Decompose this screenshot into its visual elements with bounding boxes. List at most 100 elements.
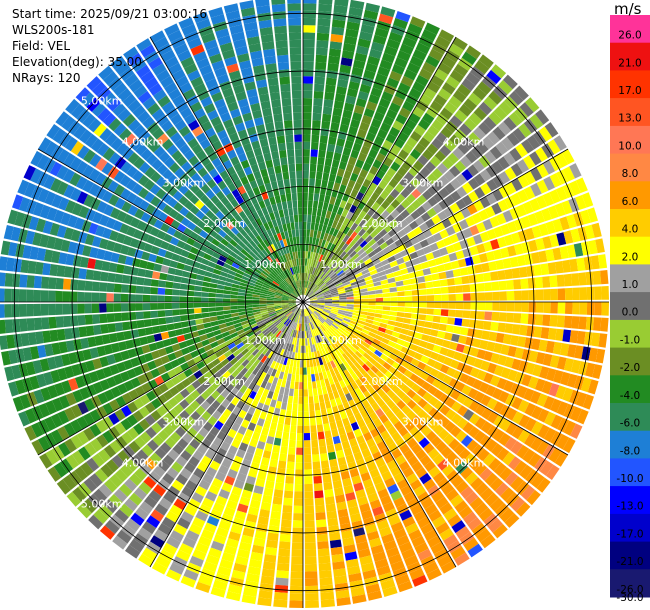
velocity-gate [289,336,294,345]
velocity-gate [389,335,399,343]
velocity-gate [178,125,191,137]
velocity-gate [290,578,303,587]
velocity-gate [164,345,174,355]
velocity-gate [332,276,340,282]
velocity-gate [240,335,248,342]
velocity-gate [183,333,193,341]
velocity-gate [276,311,284,316]
velocity-gate [310,283,316,291]
velocity-gate [292,291,298,298]
velocity-gate [236,472,247,483]
velocity-gate [230,172,240,183]
velocity-gate [0,335,8,350]
velocity-gate [446,278,455,286]
velocity-gate [452,89,467,103]
velocity-gate [56,225,67,238]
velocity-gate [103,204,114,217]
velocity-gate [327,203,334,212]
velocity-gate [349,345,358,354]
velocity-gate [289,313,295,320]
velocity-gate [331,473,341,482]
velocity-gate [265,278,273,284]
velocity-gate [170,359,180,369]
velocity-gate [226,499,238,510]
velocity-gate [180,277,189,284]
velocity-gate [65,253,75,266]
velocity-gate [343,283,352,289]
velocity-gate [327,316,335,322]
velocity-gate [411,383,421,393]
velocity-gate [332,12,347,21]
velocity-gate [250,261,258,268]
velocity-gate [310,299,318,302]
velocity-gate [230,309,239,314]
velocity-gate [220,112,232,123]
velocity-gate [325,496,335,505]
velocity-gate [257,322,266,328]
velocity-gate [70,103,85,119]
velocity-gate [294,381,299,390]
velocity-gate [144,495,158,509]
velocity-gate [242,14,257,25]
velocity-gate [288,300,296,302]
velocity-gate [244,412,253,422]
velocity-gate [244,305,253,309]
velocity-gate [164,250,174,260]
velocity-gate [246,287,254,292]
velocity-gate [384,370,394,380]
velocity-gate [287,10,301,19]
velocity-gate [429,155,442,168]
velocity-gate [362,162,372,172]
velocity-gate [0,288,5,302]
velocity-gate [376,215,385,225]
velocity-gate [348,506,360,516]
velocity-gate [463,409,475,421]
velocity-gate [240,67,253,77]
velocity-gate [237,53,250,63]
velocity-gate [444,101,458,114]
velocity-gate [279,247,285,256]
velocity-gate [364,188,374,198]
velocity-gate [218,342,228,350]
velocity-gate [484,472,498,487]
velocity-gate [215,350,224,358]
velocity-gate [291,259,296,267]
velocity-gate [244,198,253,208]
velocity-gate [378,464,389,475]
velocity-gate [342,265,350,272]
velocity-gate [132,196,144,208]
velocity-gate [108,117,122,132]
velocity-gate [438,187,450,199]
velocity-gate [172,443,184,455]
velocity-gate [323,248,330,257]
velocity-gate [522,448,536,464]
velocity-gate [260,309,268,314]
velocity-gate [461,318,470,327]
velocity-gate [274,297,282,300]
velocity-gate [77,280,86,291]
velocity-gate [75,87,91,103]
velocity-gate [318,394,325,403]
velocity-gate [312,321,317,329]
velocity-gate [304,505,315,514]
velocity-gate [226,149,237,160]
velocity-gate [285,134,294,143]
velocity-gate [7,209,19,225]
velocity-gate [358,465,369,475]
velocity-gate [422,245,432,255]
velocity-gate [292,329,296,338]
velocity-gate [221,186,231,196]
velocity-gate [230,462,241,472]
velocity-gate [281,512,292,521]
velocity-gate [99,282,108,292]
velocity-gate [244,428,254,438]
velocity-gate [311,313,317,320]
velocity-gate [41,276,50,289]
velocity-gate [179,143,191,155]
velocity-gate [252,302,260,305]
velocity-gate [469,347,479,357]
velocity-gate [344,202,352,211]
velocity-gate [312,237,317,245]
velocity-gate [183,569,199,581]
velocity-gate [177,438,189,450]
